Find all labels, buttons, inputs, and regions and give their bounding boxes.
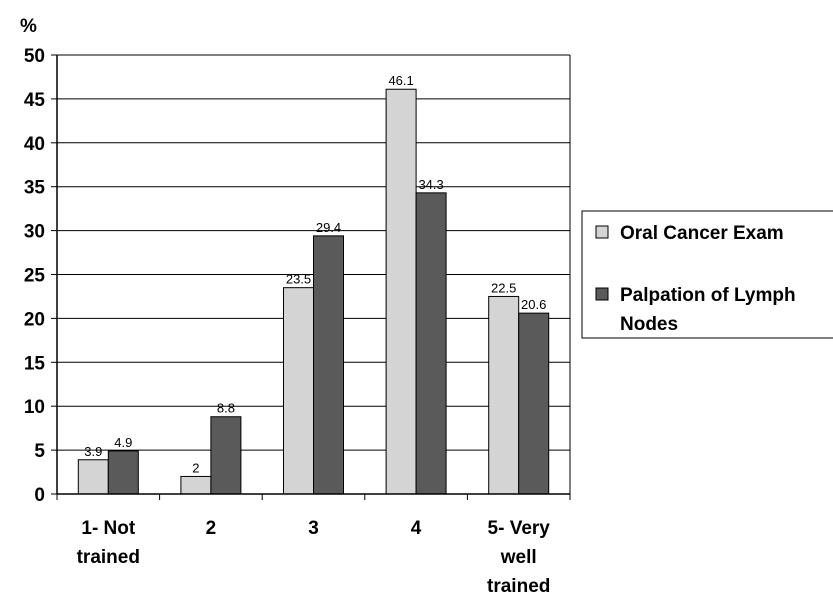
data-label: 22.5 bbox=[491, 280, 516, 295]
data-label: 8.8 bbox=[217, 401, 235, 416]
category-label: 3 bbox=[308, 518, 319, 539]
bar-oral-cancer-exam bbox=[385, 88, 417, 495]
data-label: 3.9 bbox=[84, 444, 102, 459]
y-tick-label: 0 bbox=[34, 485, 45, 506]
legend-swatch bbox=[595, 225, 609, 239]
category-label: trained bbox=[77, 547, 140, 568]
y-axis-unit-label: % bbox=[20, 16, 37, 37]
bar-palpation-lymph-nodes bbox=[210, 416, 242, 495]
data-label: 46.1 bbox=[388, 73, 413, 88]
axes bbox=[51, 54, 571, 500]
y-tick-labels: 0 5 10 15 20 25 30 35 40 45 50 bbox=[24, 46, 46, 506]
bars bbox=[77, 88, 550, 495]
y-tick-label: 35 bbox=[24, 178, 46, 199]
y-tick-label: 30 bbox=[24, 222, 45, 243]
legend-box bbox=[581, 210, 833, 339]
legend: Oral Cancer Exam Palpation of Lymph Nodes bbox=[581, 210, 833, 339]
bar-oral-cancer-exam bbox=[283, 287, 314, 495]
bar-palpation-lymph-nodes bbox=[313, 235, 344, 495]
category-label: 1- Not bbox=[81, 518, 136, 539]
data-label: 2 bbox=[192, 460, 199, 475]
y-tick-label: 5 bbox=[34, 441, 45, 462]
data-label: 29.4 bbox=[316, 220, 341, 235]
category-labels: 1- Not trained 2 3 4 5- Very well trained bbox=[77, 518, 551, 597]
data-label: 20.6 bbox=[521, 297, 546, 312]
data-label: 34.3 bbox=[418, 177, 443, 192]
category-label: well bbox=[500, 547, 537, 568]
legend-label: Oral Cancer Exam bbox=[620, 223, 784, 244]
y-tick-label: 45 bbox=[24, 90, 46, 111]
category-label: trained bbox=[487, 576, 550, 597]
legend-label: Nodes bbox=[620, 314, 678, 335]
bar-palpation-lymph-nodes bbox=[107, 450, 139, 495]
category-label: 5- Very bbox=[488, 518, 551, 539]
y-tick-label: 15 bbox=[24, 353, 46, 374]
y-tick-label: 10 bbox=[24, 397, 45, 418]
data-label: 23.5 bbox=[286, 272, 311, 287]
data-label: 4.9 bbox=[114, 435, 132, 450]
bar-oral-cancer-exam bbox=[77, 459, 109, 495]
y-tick-label: 40 bbox=[24, 134, 45, 155]
y-tick-label: 25 bbox=[24, 266, 46, 287]
bar-palpation-lymph-nodes bbox=[518, 312, 550, 495]
category-label: 2 bbox=[206, 518, 217, 539]
legend-label: Palpation of Lymph bbox=[620, 285, 796, 306]
legend-swatch bbox=[595, 287, 609, 301]
y-tick-label: 20 bbox=[24, 309, 45, 330]
y-tick-label: 50 bbox=[24, 46, 45, 67]
category-label: 4 bbox=[411, 518, 422, 539]
bar-oral-cancer-exam bbox=[488, 295, 520, 495]
data-labels: 3.9 4.9 2 8.8 23.5 29.4 46.1 34.3 22.5 20.6 bbox=[84, 73, 546, 475]
bar-palpation-lymph-nodes bbox=[415, 192, 447, 495]
bar-oral-cancer-exam bbox=[180, 475, 212, 495]
